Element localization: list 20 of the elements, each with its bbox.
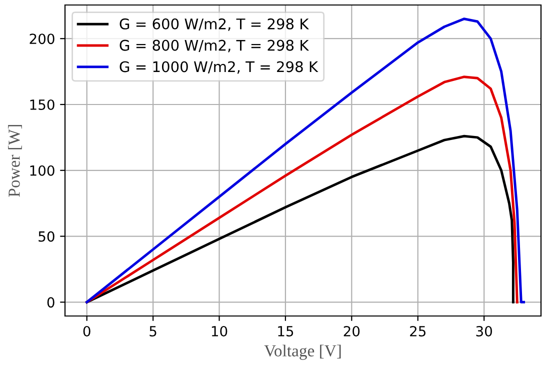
x-tick-label: 10	[212, 326, 228, 336]
line-series	[86, 76, 518, 304]
x-tick-label: 30	[476, 326, 492, 336]
x-tick-label: 25	[410, 326, 426, 336]
x-tick-label: 5	[150, 326, 156, 336]
y-tick-label: 50	[38, 231, 54, 242]
legend-label: G = 1000 W/m2, T = 298 K	[120, 61, 318, 74]
line-series	[86, 18, 526, 304]
legend-label: G = 600 W/m2, T = 298 K	[120, 18, 310, 31]
legend-label: G = 800 W/m2, T = 298 K	[120, 40, 310, 52]
x-tick-label: 0	[83, 326, 90, 336]
y-tick-label: 0	[47, 297, 54, 308]
y-axis-title: Power [W]	[8, 124, 22, 197]
x-axis-title: Voltage [V]	[264, 344, 341, 360]
y-tick-label: 200	[30, 34, 54, 44]
x-tick-label: 20	[344, 326, 360, 336]
y-tick-label: 100	[30, 165, 54, 176]
x-tick-label: 15	[278, 326, 294, 336]
line-series	[86, 134, 514, 304]
y-tick-label: 150	[30, 99, 54, 110]
